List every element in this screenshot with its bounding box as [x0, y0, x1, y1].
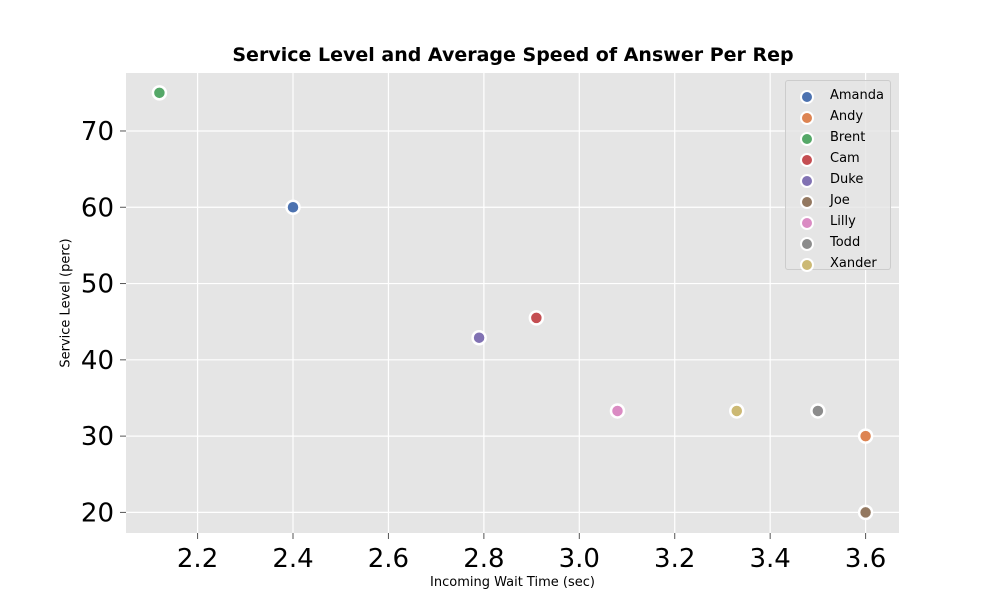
legend-marker: [800, 237, 814, 251]
legend-marker: [800, 132, 814, 146]
y-tick-label: 50: [81, 270, 114, 300]
legend-item: Todd: [786, 233, 890, 254]
x-tick-label: 3.2: [654, 544, 695, 574]
legend-label: Todd: [830, 235, 861, 250]
legend-label: Xander: [830, 256, 877, 271]
legend-item: Joe: [786, 191, 890, 212]
legend-label: Amanda: [830, 88, 884, 103]
x-tick-label: 3.0: [559, 544, 600, 574]
legend-label: Duke: [830, 172, 864, 187]
legend-marker: [800, 195, 814, 209]
data-point-brent: [151, 85, 168, 101]
x-tick-label: 2.8: [463, 544, 504, 574]
legend: Amanda Andy Brent Cam Duke Joe Lilly Todd Xander: [785, 80, 891, 272]
legend-marker: [800, 153, 814, 167]
x-tick-label: 3.6: [845, 544, 886, 574]
x-tick-label: 2.6: [368, 544, 409, 574]
data-point-lilly: [609, 403, 626, 419]
grid: [126, 73, 899, 533]
legend-item: Cam: [786, 149, 890, 170]
legend-marker: [800, 216, 814, 230]
legend-marker: [800, 90, 814, 104]
chart-title: Service Level and Average Speed of Answe…: [232, 44, 794, 66]
data-point-joe: [857, 504, 874, 521]
legend-marker: [800, 111, 814, 125]
legend-item: Xander: [786, 254, 890, 275]
legend-item: Andy: [786, 107, 890, 128]
axis-ticks: 2.2 2.4 2.6 2.8 3.0 3.2 3.4 3.6 20 30 40 50 60 70: [81, 117, 886, 574]
data-point-xander: [729, 403, 745, 419]
data-point-andy: [857, 428, 874, 444]
x-axis-label: Incoming Wait Time (sec): [430, 575, 595, 590]
plot-area: [126, 73, 899, 533]
y-tick-label: 60: [81, 193, 114, 223]
x-tick-label: 3.4: [749, 544, 790, 574]
legend-label: Joe: [830, 193, 850, 208]
legend-marker: [800, 258, 814, 272]
legend-label: Andy: [830, 109, 864, 124]
legend-label: Brent: [830, 130, 866, 145]
y-tick-label: 20: [81, 498, 114, 528]
x-tick-label: 2.2: [177, 544, 218, 574]
data-point-amanda: [285, 199, 301, 216]
legend-item: Amanda: [786, 86, 890, 107]
data-point-cam: [528, 310, 545, 326]
y-axis-label: Service Level (perc): [58, 238, 74, 368]
legend-item: Duke: [786, 170, 890, 191]
legend-label: Cam: [830, 151, 860, 166]
y-tick-label: 70: [81, 117, 114, 147]
legend-item: Brent: [786, 128, 890, 149]
data-point-todd: [810, 403, 826, 419]
legend-marker: [800, 174, 814, 188]
y-tick-label: 30: [81, 422, 114, 452]
y-tick-label: 40: [81, 346, 114, 376]
x-tick-label: 2.4: [272, 544, 313, 574]
data-point-duke: [471, 329, 487, 346]
legend-item: Lilly: [786, 212, 890, 233]
data-points: [151, 85, 874, 521]
legend-label: Lilly: [830, 214, 856, 229]
